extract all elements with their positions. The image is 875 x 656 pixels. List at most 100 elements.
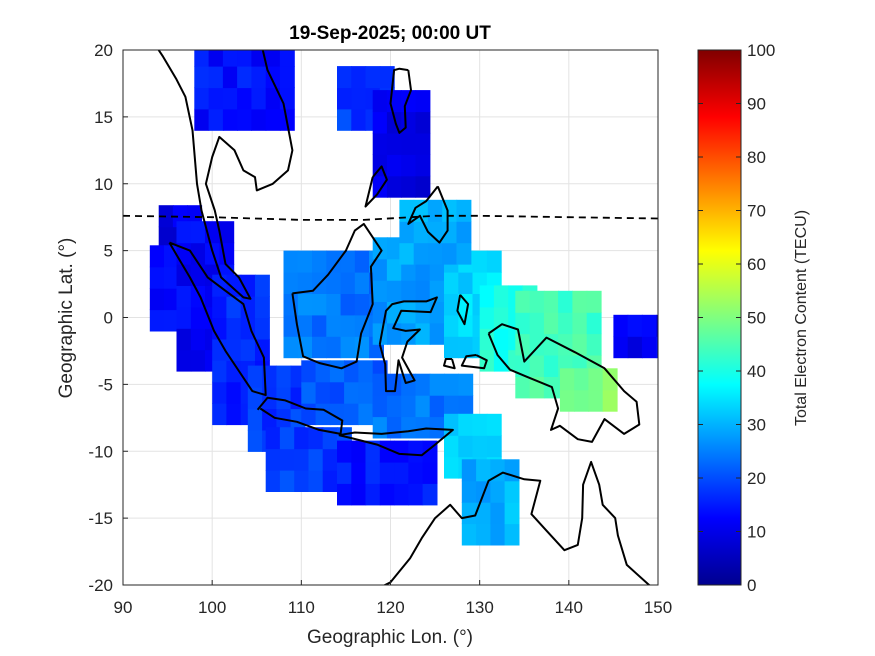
x-tick-label: 150 xyxy=(644,598,672,617)
tec-pixel xyxy=(312,336,327,359)
tec-pixel xyxy=(354,250,370,273)
colorbar-tick-label: 70 xyxy=(747,202,766,221)
colorbar xyxy=(697,49,742,586)
tec-pixel xyxy=(415,154,431,177)
tec-pixel xyxy=(329,381,345,404)
colorbar-label: Total Electron Content (TECU) xyxy=(793,210,810,426)
tec-pixel xyxy=(543,312,559,335)
colorbar-tick-label: 80 xyxy=(747,148,766,167)
tec-pixel xyxy=(279,50,295,67)
tec-pixel xyxy=(326,314,342,337)
tec-pixel xyxy=(399,221,415,244)
tec-pixel xyxy=(176,221,192,244)
tec-pixel xyxy=(572,290,588,313)
tec-pixel xyxy=(322,448,338,471)
magnetic-equator-line xyxy=(123,214,658,221)
tec-pixel xyxy=(401,132,417,155)
tec-pixel xyxy=(372,175,388,198)
tec-pixel xyxy=(149,309,165,332)
tec-pixel xyxy=(176,306,192,329)
coastline xyxy=(407,185,449,244)
tec-pixel xyxy=(226,338,242,361)
tec-pixel xyxy=(294,448,310,471)
tec-pixel xyxy=(588,368,604,391)
tec-pixel xyxy=(422,461,438,484)
tec-pixel xyxy=(337,483,352,506)
tec-pixel xyxy=(194,87,210,110)
tec-pixel xyxy=(486,435,502,458)
tec-pixel xyxy=(208,108,224,131)
colorbar-tick-label: 60 xyxy=(747,255,766,274)
tec-pixel xyxy=(294,470,310,492)
tec-pixel xyxy=(340,250,356,273)
tec-pixel xyxy=(572,312,588,335)
tec-pixel xyxy=(656,336,658,359)
tec-pixel xyxy=(490,523,506,546)
tec-pixel xyxy=(251,66,267,89)
tec-pixel xyxy=(394,440,409,463)
colorbar-tick-label: 10 xyxy=(747,523,766,542)
tec-pixel xyxy=(415,416,431,439)
tec-pixel xyxy=(415,322,431,345)
x-tick-labels: 90 100 110 120 130 140 150 xyxy=(114,580,672,617)
tec-pixel xyxy=(255,274,270,297)
tec-pixel xyxy=(586,290,602,313)
tec-pixel xyxy=(415,111,431,134)
tec-pixel xyxy=(458,435,474,458)
tec-pixel xyxy=(479,306,495,329)
tec-pixel xyxy=(379,440,395,463)
tec-pixel xyxy=(401,280,417,302)
tec-pixel xyxy=(351,87,367,110)
x-tick-label: 130 xyxy=(465,598,493,617)
y-tick-labels: 20 15 10 5 0 -5 -10 -15 -20 xyxy=(88,41,128,595)
colorbar-tick-label: 20 xyxy=(747,469,766,488)
tec-pixel xyxy=(344,403,359,426)
tec-pixel xyxy=(149,245,165,268)
tec-pixel xyxy=(613,336,629,359)
tec-pixel xyxy=(401,154,417,177)
tec-pixel xyxy=(247,429,263,452)
tec-pixel xyxy=(365,440,381,463)
tec-pixel xyxy=(312,293,327,316)
tec-pixel xyxy=(422,483,438,506)
x-tick-label: 120 xyxy=(376,598,404,617)
coastline xyxy=(382,460,652,585)
tec-pixel xyxy=(394,461,409,484)
tec-pixel xyxy=(226,296,242,319)
tec-pixel xyxy=(301,360,317,383)
tec-pixel xyxy=(351,66,367,89)
tec-pixel xyxy=(415,280,431,302)
tec-pixel xyxy=(559,389,575,412)
tec-pixel xyxy=(240,274,256,297)
tec-pixel xyxy=(415,90,431,113)
tec-pixel xyxy=(240,338,256,361)
tec-pixel xyxy=(176,328,192,351)
tec-pixel xyxy=(490,459,506,482)
tec-pixel xyxy=(444,314,459,337)
tec-pixel xyxy=(429,280,445,302)
tec-pixel xyxy=(301,403,317,426)
tec-pixel xyxy=(190,349,206,372)
tec-pixel xyxy=(529,312,545,335)
tec-pixel xyxy=(429,301,445,324)
tec-pixel xyxy=(176,264,192,286)
tec-pixel xyxy=(265,87,281,110)
tec-pixel xyxy=(456,221,472,244)
y-tick-label: -5 xyxy=(98,375,113,394)
tec-pixel xyxy=(251,108,267,131)
tec-pixel xyxy=(444,456,459,479)
tec-pixel xyxy=(212,381,228,404)
tec-pixel xyxy=(237,50,252,67)
tec-pixel xyxy=(212,296,228,319)
tec-pixel xyxy=(164,288,179,311)
colorbar-tick-label: 90 xyxy=(747,95,766,114)
tec-pixel xyxy=(222,66,238,89)
tec-pixel xyxy=(149,266,165,289)
tec-pixel xyxy=(429,416,445,439)
tec-pixel xyxy=(504,523,520,546)
tec-pixel xyxy=(255,296,270,319)
tec-pixel xyxy=(386,237,402,260)
tec-pixel xyxy=(312,314,327,337)
x-tick-label: 90 xyxy=(114,598,133,617)
